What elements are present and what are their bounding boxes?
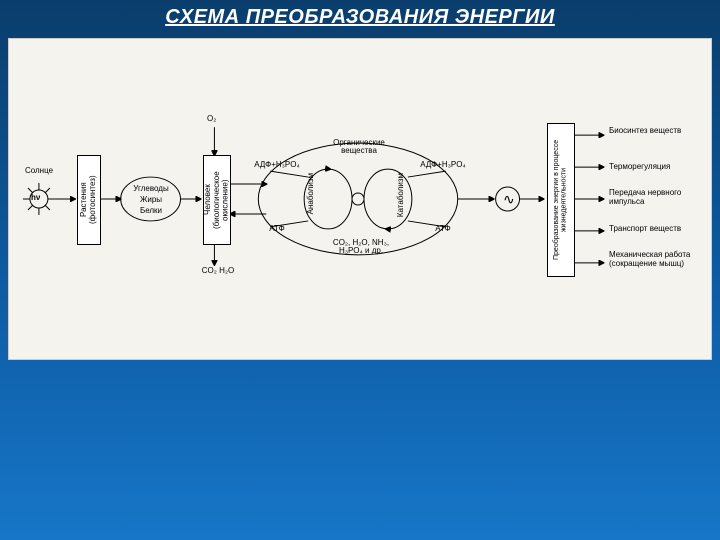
wave-symbol: ∿ — [503, 192, 515, 207]
energy-diagram: Солнце hν Растения (фотосинтез) Углеводы… — [8, 38, 712, 360]
o2-label: O₂ — [207, 115, 216, 123]
adf-left: АДФ+H₃PO₄ — [247, 161, 307, 169]
nutrients-3: Белки — [125, 207, 177, 215]
sun-label: Солнце — [21, 167, 57, 175]
box-transform: Преобразование энергии в процессе жизнед… — [547, 123, 575, 277]
slide-title: СХЕМА ПРЕОБРАЗОВАНИЯ ЭНЕРГИИ — [0, 6, 720, 29]
co2-h2o-label: CO₂ H₂O — [195, 267, 241, 275]
nutrients-1: Углеводы — [125, 185, 177, 193]
cycle-top: Органические вещества — [319, 139, 399, 156]
slide: СХЕМА ПРЕОБРАЗОВАНИЯ ЭНЕРГИИ — [0, 0, 720, 540]
box-plants: Растения (фотосинтез) — [77, 155, 101, 245]
cycle-left-ring: Анаболизм — [307, 173, 323, 214]
adf-right: АДФ+H₃PO₄ — [413, 161, 473, 169]
diagram-wires — [9, 39, 711, 359]
box-plants-text: Растения (фотосинтез) — [78, 156, 100, 244]
box-transform-text: Преобразование энергии в процессе жизнед… — [551, 124, 570, 276]
box-human-text: Человек (биологическое окисление) — [202, 156, 232, 244]
output-0: Биосинтез веществ — [609, 127, 681, 136]
atf-left: АТФ — [257, 225, 297, 233]
sun-symbol: hν — [31, 194, 40, 202]
output-3: Транспорт веществ — [609, 225, 681, 234]
cycle-bottom: CO₂, H₂O, NH₃, H₃PO₄ и др. — [319, 239, 403, 256]
atf-right: АТФ — [423, 225, 463, 233]
output-4: Механическая работа (сокращение мышц) — [609, 251, 709, 269]
cycle-right-ring: Катаболизм — [397, 173, 413, 217]
nutrients-2: Жиры — [125, 196, 177, 204]
output-1: Терморегуляция — [609, 163, 670, 172]
box-human: Человек (биологическое окисление) — [203, 155, 231, 245]
outputs-list: Биосинтез веществ Терморегуляция Передач… — [609, 123, 709, 283]
output-2: Передача нервного импульса — [609, 189, 709, 207]
